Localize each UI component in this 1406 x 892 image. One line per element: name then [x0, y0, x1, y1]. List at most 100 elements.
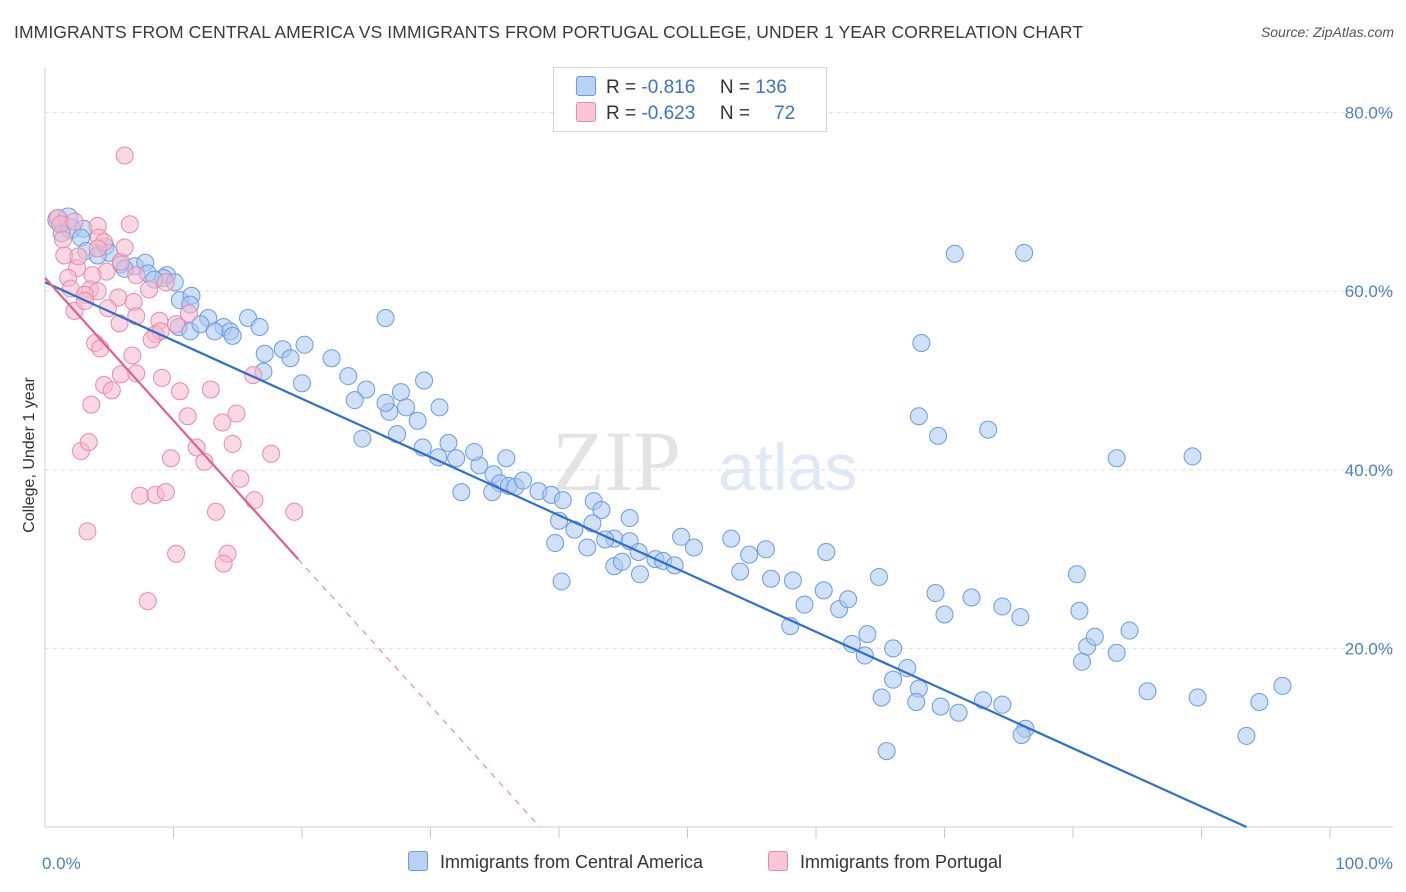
trend-lines: [44, 277, 1247, 829]
blue-point: [839, 590, 858, 609]
legend-row-central-america: R = -0.816 N = 136: [576, 76, 787, 100]
blue-point: [592, 501, 611, 520]
bottom-legend-label: Immigrants from Central America: [440, 852, 704, 872]
watermark-zip: ZIP: [552, 413, 681, 509]
pink-point: [79, 433, 98, 452]
x-tick-labels: 0.0% 100.0%: [42, 854, 1393, 873]
blue-point: [250, 317, 269, 336]
blue-point: [1012, 726, 1031, 745]
legend-n-value: 136: [755, 77, 787, 98]
y-tick-labels: 20.0% 40.0% 60.0% 80.0%: [1345, 104, 1393, 659]
pink-point: [262, 444, 281, 463]
gridlines: [45, 112, 1393, 649]
pink-point: [138, 592, 157, 611]
blue-point: [345, 391, 364, 410]
bottom-legend-portugal: Immigrants from Portugal: [768, 851, 1002, 873]
pink-point: [140, 280, 159, 299]
blue-point: [672, 527, 691, 546]
pink-point: [127, 307, 146, 326]
y-tick-label: 60.0%: [1345, 282, 1393, 301]
blue-point: [553, 491, 572, 510]
y-tick-label: 20.0%: [1345, 639, 1393, 658]
pink-point: [120, 215, 139, 234]
blue-point: [376, 309, 395, 328]
blue-point: [439, 434, 458, 453]
blue-point: [1011, 608, 1030, 627]
blue-point: [909, 407, 928, 426]
blue-point: [929, 426, 948, 445]
pink-point: [285, 502, 304, 521]
blue-point: [376, 393, 395, 412]
pink-point: [65, 212, 84, 231]
blue-point: [447, 449, 466, 468]
pink-point: [53, 230, 72, 249]
pink-point: [115, 238, 134, 257]
blue-point: [993, 695, 1012, 714]
bottom-legend-swatch-pink: [768, 851, 788, 871]
blue-point: [546, 534, 565, 553]
blue-point: [877, 742, 896, 761]
pink-point: [167, 544, 186, 563]
blue-point: [884, 639, 903, 658]
legend-r-value: -0.623: [641, 103, 696, 124]
series-central-america-points: [47, 207, 1292, 761]
pink-point: [123, 346, 142, 365]
blue-point: [783, 571, 802, 590]
blue-point: [722, 529, 741, 548]
pink-point: [227, 404, 246, 423]
blue-point: [762, 569, 781, 588]
blue-point: [322, 349, 341, 368]
blue-point: [884, 670, 903, 689]
legend-n-label: N =: [719, 77, 750, 98]
blue-point: [415, 371, 434, 390]
pink-point: [82, 395, 101, 414]
blue-point: [962, 588, 981, 607]
axes: [44, 68, 1393, 828]
legend-row-portugal: R = -0.623 N = 72: [576, 102, 795, 126]
blue-point: [858, 625, 877, 644]
blue-point: [1138, 682, 1157, 701]
bottom-legend-label: Immigrants from Portugal: [800, 852, 1003, 872]
pink-point: [245, 491, 264, 510]
y-axis-title: College, Under 1 year: [21, 377, 38, 533]
blue-point: [1273, 676, 1292, 695]
legend-n-value: 72: [774, 103, 796, 124]
blue-point: [1085, 627, 1104, 646]
blue-point: [293, 374, 311, 393]
blue-point: [223, 326, 242, 345]
x-axis-ticks: [173, 827, 1331, 838]
pink-point: [206, 502, 225, 521]
blue-point: [612, 552, 631, 571]
blue-point: [408, 411, 427, 430]
legend-n-label: N =: [719, 103, 750, 124]
pink-point: [161, 449, 180, 468]
blue-point: [945, 244, 964, 263]
pink-point: [69, 247, 88, 266]
blue-point: [430, 398, 449, 417]
chart-title: IMMIGRANTS FROM CENTRAL AMERICA VS IMMIG…: [14, 22, 1084, 42]
blue-point: [872, 688, 891, 707]
pink-point: [223, 434, 242, 453]
blue-point: [339, 367, 358, 386]
blue-point: [205, 322, 224, 341]
pink-point: [115, 146, 134, 165]
blue-point: [452, 483, 471, 502]
blue-point: [353, 429, 372, 448]
pink-point: [179, 304, 198, 323]
blue-point: [869, 567, 888, 586]
blue-point: [281, 349, 300, 368]
blue-point: [949, 703, 968, 722]
pink-point: [127, 364, 146, 383]
pink-point: [152, 368, 171, 387]
pink-point: [167, 315, 186, 334]
pink-point: [88, 239, 107, 258]
blue-point: [191, 315, 210, 334]
legend-r-label: R =: [606, 77, 637, 98]
trend-line-portugal-extension: [297, 558, 541, 828]
x-tick-label-max: 100.0%: [1335, 854, 1393, 873]
blue-point: [912, 334, 931, 353]
pink-point: [178, 407, 197, 426]
blue-point: [497, 449, 516, 468]
pink-point: [110, 314, 129, 333]
